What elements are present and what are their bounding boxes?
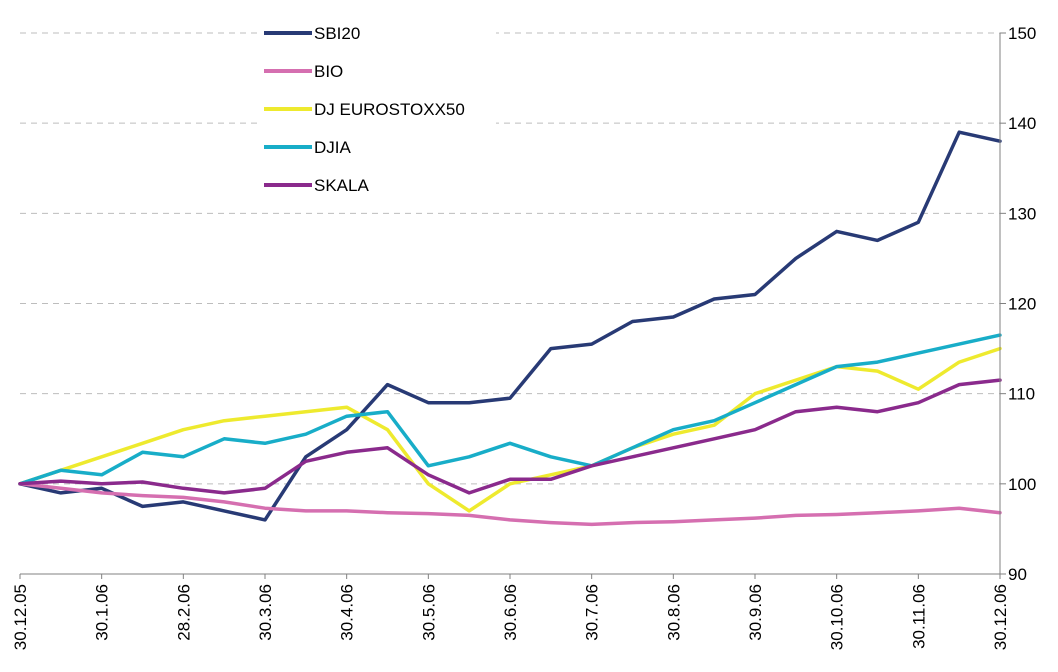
legend: SBI20 BIO DJ EUROSTOXX50 DJIA SKALA <box>258 12 496 196</box>
x-tick-label: 30.10.06 <box>828 584 847 650</box>
legend-label: DJ EUROSTOXX50 <box>314 100 465 119</box>
y-tick-label: 90 <box>1008 565 1027 584</box>
legend-label: SBI20 <box>314 24 360 43</box>
legend-label: BIO <box>314 62 343 81</box>
x-tick-label: 30.11.06 <box>909 584 928 649</box>
y-tick-label: 120 <box>1008 295 1036 314</box>
y-tick-label: 140 <box>1008 114 1036 133</box>
grid-layer <box>20 32 1000 485</box>
series-layer <box>18 130 1002 527</box>
series-line <box>18 378 1002 495</box>
y-tick-label: 110 <box>1008 385 1035 404</box>
legend-label: SKALA <box>314 176 369 195</box>
x-tick-label: 30.8.06 <box>664 584 683 641</box>
x-tick-label: 30.4.06 <box>338 584 357 641</box>
x-tick-label: 30.1.06 <box>93 584 112 641</box>
x-tick-label: 30.7.06 <box>583 584 602 641</box>
series-line <box>18 333 1002 486</box>
x-tick-label: 30.12.05 <box>11 584 30 650</box>
y-tick-label: 130 <box>1008 204 1036 223</box>
x-tick-label: 30.9.06 <box>746 584 765 641</box>
y-tick-label: 150 <box>1008 24 1036 43</box>
axis-layer: 90 100 110 120 130 140 150 30.12.05 30.1.06 28.2.… <box>11 24 1036 650</box>
x-tick-label: 30.6.06 <box>501 584 520 641</box>
y-tick-label: 100 <box>1008 475 1036 494</box>
legend-label: DJIA <box>314 138 352 157</box>
legend-box <box>258 12 496 196</box>
x-tick-label: 28.2.06 <box>174 584 193 641</box>
series-line <box>18 130 1002 522</box>
x-tick-label: 30.12.06 <box>991 584 1010 650</box>
series-line <box>18 482 1002 527</box>
x-tick-label: 30.3.06 <box>256 584 275 641</box>
x-tick-label: 30.5.06 <box>419 584 438 641</box>
